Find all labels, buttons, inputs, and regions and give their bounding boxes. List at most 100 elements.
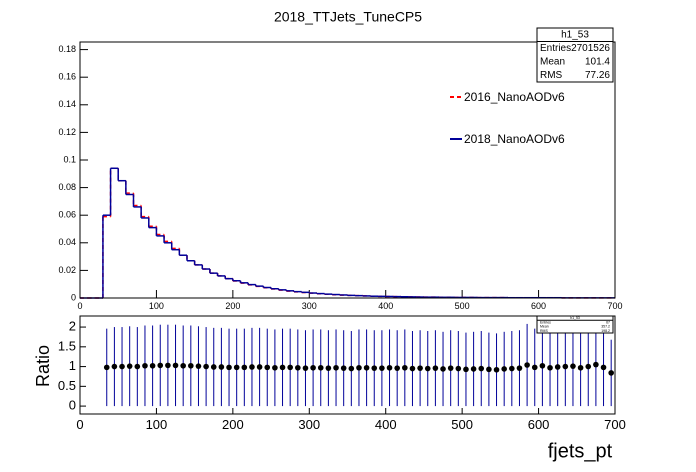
data-point	[600, 364, 607, 371]
data-point	[111, 363, 118, 370]
y-tick-label: 0.04	[58, 237, 76, 247]
data-point	[256, 364, 263, 370]
x-tick-label: 500	[451, 417, 473, 432]
y-tick-label: 0.5	[58, 378, 76, 393]
x-tick-label: 700	[607, 301, 622, 311]
x-tick-label: 400	[378, 301, 393, 311]
data-point	[188, 362, 194, 369]
data-point	[172, 362, 179, 369]
data-point	[486, 366, 492, 373]
data-point	[531, 364, 538, 371]
data-point	[310, 364, 316, 371]
data-point	[386, 364, 393, 371]
x-tick-label: 700	[604, 417, 626, 432]
data-point	[501, 366, 507, 372]
data-point	[577, 364, 584, 371]
data-point	[333, 364, 339, 371]
y-tick-label: 0.14	[58, 99, 76, 109]
data-point	[570, 363, 576, 369]
plot-frame	[79, 315, 616, 415]
data-point	[279, 364, 286, 371]
data-point	[394, 365, 400, 371]
stats-key: Mean	[540, 325, 549, 329]
y-tick-label: 0.06	[58, 210, 76, 220]
y-tick-label: 0.12	[58, 127, 76, 137]
legend-label: 2016_NanoAODv6	[464, 90, 565, 104]
stats-value: 101.4	[585, 56, 610, 67]
data-point	[241, 364, 248, 371]
x-tick-label: 500	[455, 301, 470, 311]
data-point	[165, 362, 171, 369]
x-tick-label: 600	[531, 301, 546, 311]
stats-key: Mean	[540, 56, 565, 67]
y-tick-label: 0.16	[58, 72, 76, 82]
y-axis-label: Ratio	[33, 345, 53, 387]
data-point	[340, 365, 347, 371]
data-point	[470, 366, 477, 372]
data-point	[585, 363, 592, 370]
data-point	[348, 365, 355, 372]
y-tick-label: 0.18	[58, 44, 76, 54]
data-point	[371, 365, 378, 371]
data-point	[608, 370, 614, 376]
data-point	[180, 362, 186, 369]
data-point	[157, 362, 164, 369]
data-point	[249, 364, 255, 370]
data-point	[463, 366, 469, 373]
data-point	[295, 364, 301, 371]
data-point	[103, 364, 110, 371]
x-tick-label: 200	[222, 417, 244, 432]
y-tick-label: 0.02	[58, 265, 76, 275]
data-point	[409, 365, 416, 372]
x-tick-label: 100	[149, 301, 164, 311]
data-point	[210, 364, 217, 370]
stats-box	[536, 27, 614, 83]
y-tick-label: 0.08	[58, 182, 76, 192]
y-tick-label: 1.5	[58, 338, 76, 353]
x-tick-label: 100	[146, 417, 168, 432]
stats-value: 357.2	[601, 325, 610, 329]
data-point	[455, 365, 462, 372]
y-tick-label: 0	[69, 398, 76, 413]
data-point	[562, 363, 569, 370]
data-point	[440, 366, 446, 372]
data-point	[524, 362, 530, 368]
data-point	[402, 364, 408, 371]
data-point	[142, 362, 148, 369]
data-point	[272, 364, 278, 371]
legend-label: 2018_NanoAODv6	[464, 132, 565, 146]
y-tick-label: 0	[71, 292, 76, 302]
stats-key: Entries	[540, 320, 551, 324]
stats-value: 77.26	[585, 70, 610, 81]
data-point	[195, 363, 202, 369]
chart-title: 2018_TTJets_TuneCP5	[274, 9, 422, 25]
stats-value: 198.2	[601, 329, 610, 333]
stats-value: 67	[606, 320, 610, 324]
data-point	[264, 364, 271, 371]
data-point	[424, 365, 431, 372]
y-tick-label: 1	[69, 358, 76, 373]
data-point	[417, 365, 423, 371]
data-point	[593, 361, 599, 368]
y-tick-label: 0.1	[63, 154, 76, 164]
data-point	[325, 365, 332, 371]
data-point	[233, 364, 240, 371]
data-point	[554, 364, 561, 370]
x-tick-label: 300	[302, 301, 317, 311]
data-point	[379, 365, 385, 371]
data-point	[363, 364, 370, 371]
data-point	[317, 364, 324, 371]
stats-key: RMS	[540, 70, 563, 81]
stats-title: h1_53	[570, 316, 580, 320]
stats-key: RMS	[540, 329, 548, 333]
data-point	[539, 362, 546, 369]
data-point	[149, 362, 156, 369]
data-point	[218, 364, 225, 370]
x-axis-label: fjets_pt	[548, 440, 613, 462]
data-point	[432, 365, 439, 371]
data-point	[493, 366, 500, 373]
data-point	[356, 364, 362, 371]
x-tick-label: 0	[76, 417, 83, 432]
data-point	[119, 363, 125, 370]
